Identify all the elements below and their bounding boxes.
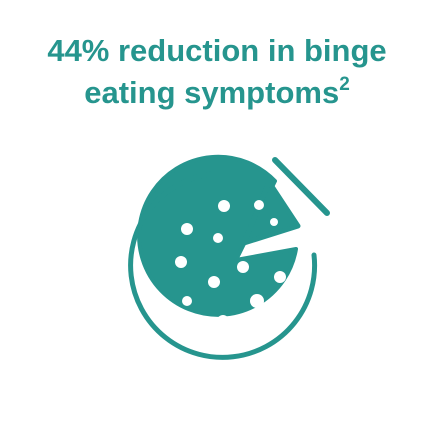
topping xyxy=(213,233,223,243)
headline-line-2-text: eating symptoms xyxy=(84,75,340,110)
pizza-crust xyxy=(128,171,318,360)
topping xyxy=(258,316,266,324)
footnote-reference: 2 xyxy=(339,74,350,95)
topping xyxy=(237,261,249,273)
topping xyxy=(181,223,193,235)
headline-line-2: eating symptoms2 xyxy=(0,72,434,114)
topping xyxy=(254,200,264,210)
topping xyxy=(218,200,230,212)
pizza-icon xyxy=(128,154,330,360)
topping xyxy=(217,315,229,327)
headline: 44% reduction in binge eating symptoms2 xyxy=(0,30,434,114)
topping xyxy=(182,296,192,306)
topping xyxy=(250,294,264,308)
topping xyxy=(175,256,187,268)
pizza-slice-crust xyxy=(272,157,330,216)
topping xyxy=(208,276,220,288)
headline-line-1: 44% reduction in binge xyxy=(47,33,387,68)
topping xyxy=(274,271,286,283)
pizza-slice xyxy=(241,179,301,246)
pizza-toppings xyxy=(175,200,286,327)
topping xyxy=(270,218,278,226)
